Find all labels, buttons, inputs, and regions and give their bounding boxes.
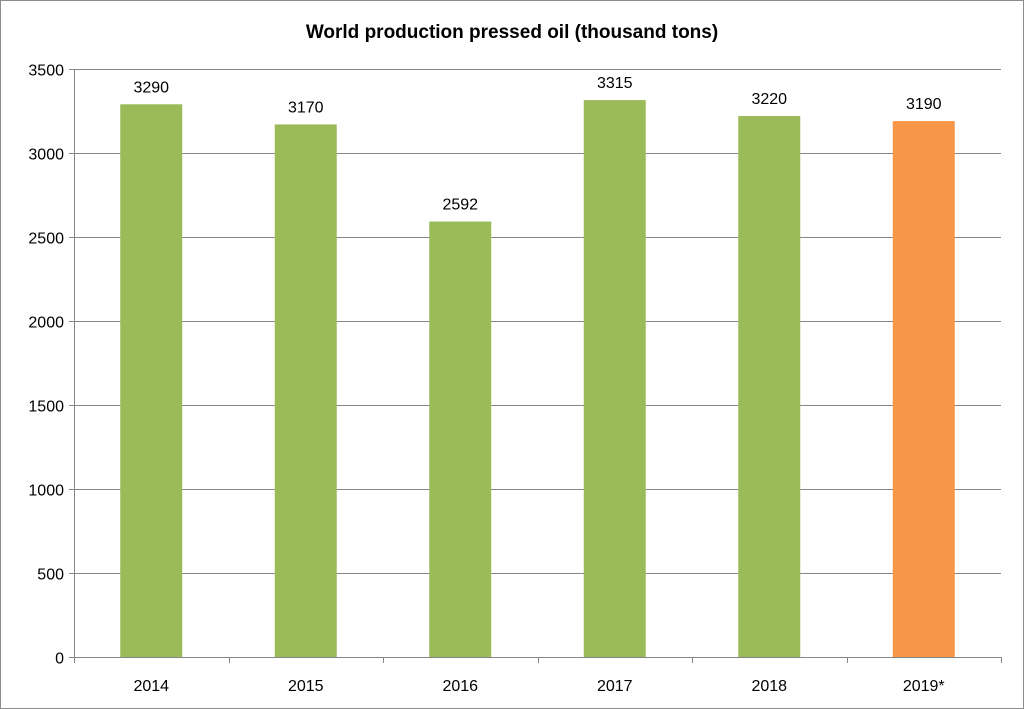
gridlines	[74, 69, 1001, 574]
bar-2018	[738, 116, 801, 658]
bar-2017	[583, 100, 646, 657]
x-tick-label: 2014	[133, 678, 169, 695]
y-tick-label: 2000	[28, 315, 64, 332]
data-label: 3290	[133, 79, 169, 96]
labels: 0 500 1000 1500 2000 2500 3000 3500 3290 2014 3170…	[28, 63, 944, 696]
axes	[69, 69, 1002, 663]
chart-title: World production pressed oil (thousand t…	[306, 22, 718, 43]
y-tick-label: 500	[37, 567, 64, 584]
y-tick-label: 1500	[28, 399, 64, 416]
data-label: 2592	[442, 197, 478, 214]
y-tick-label: 3000	[28, 147, 64, 164]
x-tick-label: 2019*	[903, 678, 945, 695]
bar-2015	[274, 124, 337, 657]
data-label: 3220	[751, 91, 787, 108]
x-tick-label: 2015	[288, 678, 324, 695]
y-tick-label: 1000	[28, 483, 64, 500]
bar-2014	[120, 104, 183, 657]
x-tick-label: 2016	[442, 678, 478, 695]
bar-2016	[429, 221, 492, 657]
x-tick-label: 2018	[751, 678, 787, 695]
y-tick-label: 3500	[28, 63, 64, 80]
y-tick-label: 0	[55, 651, 64, 668]
y-tick-label: 2500	[28, 231, 64, 248]
data-label: 3190	[906, 96, 942, 113]
bars	[120, 100, 955, 658]
data-label: 3170	[288, 99, 324, 116]
data-label: 3315	[597, 75, 633, 92]
x-tick-label: 2017	[597, 678, 633, 695]
bar-2019	[892, 121, 955, 657]
